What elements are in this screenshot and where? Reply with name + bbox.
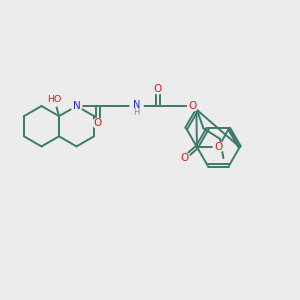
- Circle shape: [213, 142, 224, 152]
- Text: HO: HO: [47, 95, 62, 104]
- Circle shape: [130, 100, 143, 112]
- Text: O: O: [154, 84, 162, 94]
- Circle shape: [180, 153, 190, 163]
- Circle shape: [71, 101, 82, 111]
- Text: O: O: [94, 118, 102, 128]
- Text: O: O: [181, 153, 189, 163]
- Text: O: O: [189, 101, 197, 111]
- Circle shape: [93, 118, 103, 128]
- Circle shape: [48, 93, 61, 106]
- Text: O: O: [214, 142, 223, 152]
- Text: H: H: [134, 108, 140, 117]
- Text: N: N: [133, 100, 140, 110]
- Circle shape: [153, 84, 163, 94]
- Circle shape: [188, 101, 198, 111]
- Text: N: N: [73, 101, 80, 111]
